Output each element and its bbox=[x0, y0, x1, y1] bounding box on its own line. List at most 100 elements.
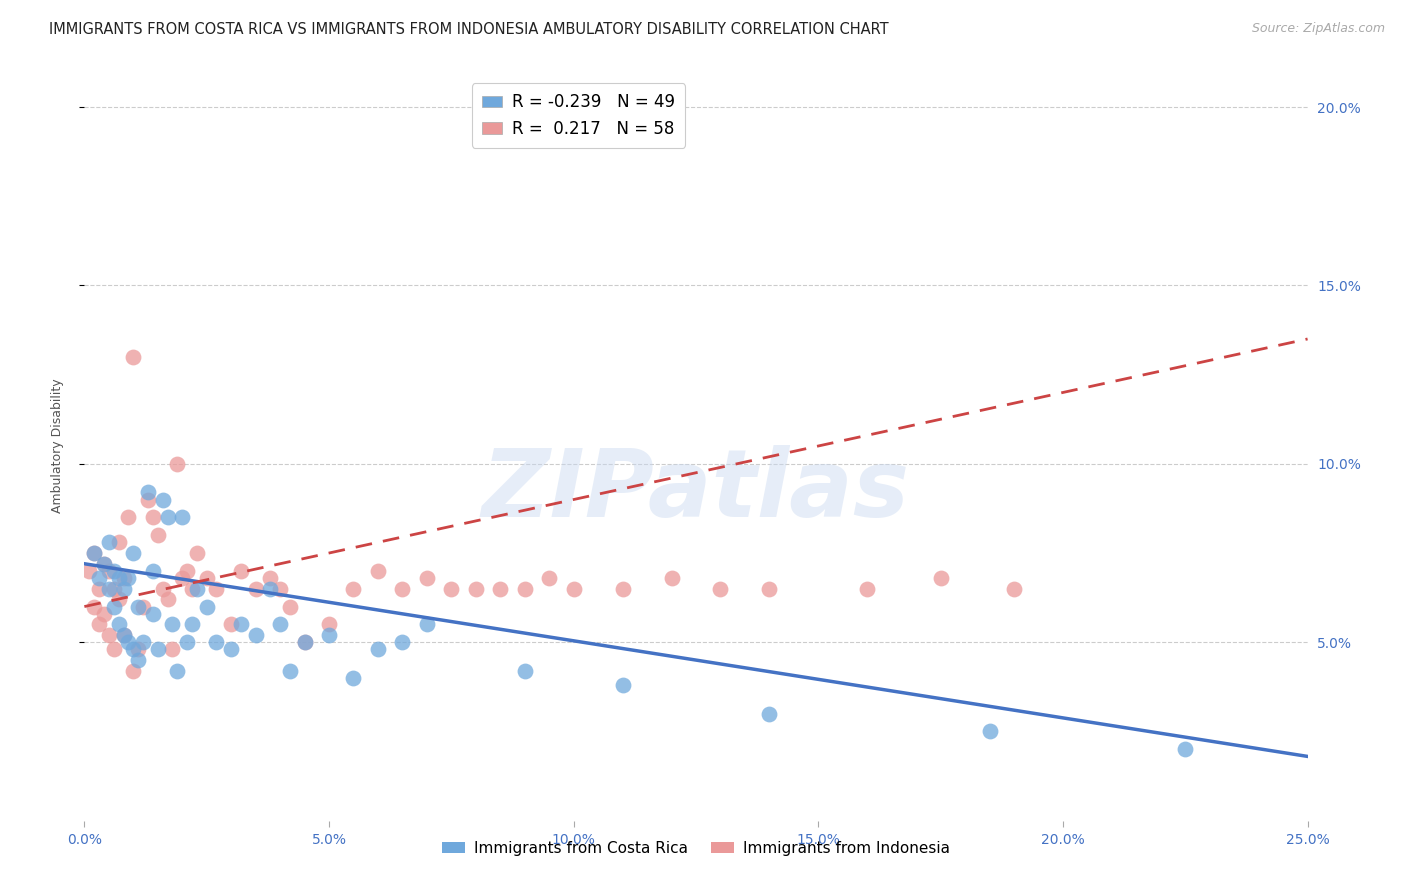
Point bbox=[142, 564, 165, 578]
Point bbox=[152, 492, 174, 507]
Point bbox=[93, 607, 115, 621]
Point bbox=[87, 571, 110, 585]
Point bbox=[103, 599, 125, 614]
Point bbox=[122, 350, 145, 364]
Point bbox=[612, 582, 634, 596]
Point bbox=[391, 635, 413, 649]
Point bbox=[278, 664, 301, 678]
Point bbox=[97, 628, 120, 642]
Point bbox=[156, 592, 179, 607]
Point bbox=[152, 582, 174, 596]
Point bbox=[122, 546, 145, 560]
Point bbox=[342, 582, 364, 596]
Point bbox=[513, 664, 536, 678]
Point bbox=[83, 546, 105, 560]
Text: IMMIGRANTS FROM COSTA RICA VS IMMIGRANTS FROM INDONESIA AMBULATORY DISABILITY CO: IMMIGRANTS FROM COSTA RICA VS IMMIGRANTS… bbox=[49, 22, 889, 37]
Point bbox=[367, 642, 389, 657]
Point bbox=[856, 582, 879, 596]
Point bbox=[1174, 742, 1197, 756]
Point bbox=[162, 642, 184, 657]
Point bbox=[172, 510, 194, 524]
Point bbox=[97, 564, 120, 578]
Point bbox=[122, 664, 145, 678]
Point bbox=[758, 582, 780, 596]
Point bbox=[77, 564, 100, 578]
Point bbox=[269, 582, 291, 596]
Point bbox=[513, 582, 536, 596]
Point bbox=[205, 582, 228, 596]
Point bbox=[107, 617, 129, 632]
Point bbox=[117, 635, 139, 649]
Point bbox=[294, 635, 316, 649]
Point bbox=[107, 535, 129, 549]
Point bbox=[661, 571, 683, 585]
Point bbox=[229, 564, 252, 578]
Point bbox=[127, 599, 149, 614]
Point bbox=[181, 582, 204, 596]
Point bbox=[132, 599, 155, 614]
Point bbox=[146, 642, 169, 657]
Point bbox=[87, 617, 110, 632]
Point bbox=[122, 642, 145, 657]
Point bbox=[219, 642, 242, 657]
Point bbox=[245, 582, 267, 596]
Point bbox=[156, 510, 179, 524]
Point bbox=[107, 571, 129, 585]
Point bbox=[103, 564, 125, 578]
Point bbox=[87, 582, 110, 596]
Point bbox=[117, 510, 139, 524]
Point bbox=[162, 617, 184, 632]
Point bbox=[166, 664, 188, 678]
Text: Source: ZipAtlas.com: Source: ZipAtlas.com bbox=[1251, 22, 1385, 36]
Point bbox=[440, 582, 463, 596]
Point bbox=[186, 546, 208, 560]
Point bbox=[318, 628, 340, 642]
Point bbox=[103, 582, 125, 596]
Point bbox=[136, 492, 159, 507]
Point bbox=[562, 582, 585, 596]
Point bbox=[391, 582, 413, 596]
Point bbox=[127, 653, 149, 667]
Point bbox=[166, 457, 188, 471]
Point bbox=[186, 582, 208, 596]
Point bbox=[464, 582, 486, 596]
Point bbox=[259, 571, 281, 585]
Point bbox=[489, 582, 512, 596]
Point bbox=[146, 528, 169, 542]
Point bbox=[93, 557, 115, 571]
Point bbox=[112, 571, 135, 585]
Point bbox=[83, 546, 105, 560]
Point bbox=[612, 678, 634, 692]
Point bbox=[318, 617, 340, 632]
Point bbox=[127, 642, 149, 657]
Point bbox=[342, 671, 364, 685]
Point bbox=[172, 571, 194, 585]
Point bbox=[758, 706, 780, 721]
Point bbox=[103, 642, 125, 657]
Point bbox=[112, 628, 135, 642]
Point bbox=[136, 485, 159, 500]
Point bbox=[367, 564, 389, 578]
Point bbox=[97, 535, 120, 549]
Point bbox=[132, 635, 155, 649]
Point bbox=[176, 564, 198, 578]
Point bbox=[979, 724, 1001, 739]
Point bbox=[176, 635, 198, 649]
Point bbox=[416, 571, 439, 585]
Text: ZIPatlas: ZIPatlas bbox=[482, 445, 910, 537]
Legend: Immigrants from Costa Rica, Immigrants from Indonesia: Immigrants from Costa Rica, Immigrants f… bbox=[436, 835, 956, 862]
Point bbox=[278, 599, 301, 614]
Point bbox=[93, 557, 115, 571]
Point bbox=[929, 571, 952, 585]
Y-axis label: Ambulatory Disability: Ambulatory Disability bbox=[51, 379, 63, 513]
Point bbox=[245, 628, 267, 642]
Point bbox=[205, 635, 228, 649]
Point bbox=[181, 617, 204, 632]
Point bbox=[195, 571, 218, 585]
Point bbox=[195, 599, 218, 614]
Point bbox=[709, 582, 731, 596]
Point bbox=[142, 510, 165, 524]
Point bbox=[259, 582, 281, 596]
Point bbox=[107, 592, 129, 607]
Point bbox=[269, 617, 291, 632]
